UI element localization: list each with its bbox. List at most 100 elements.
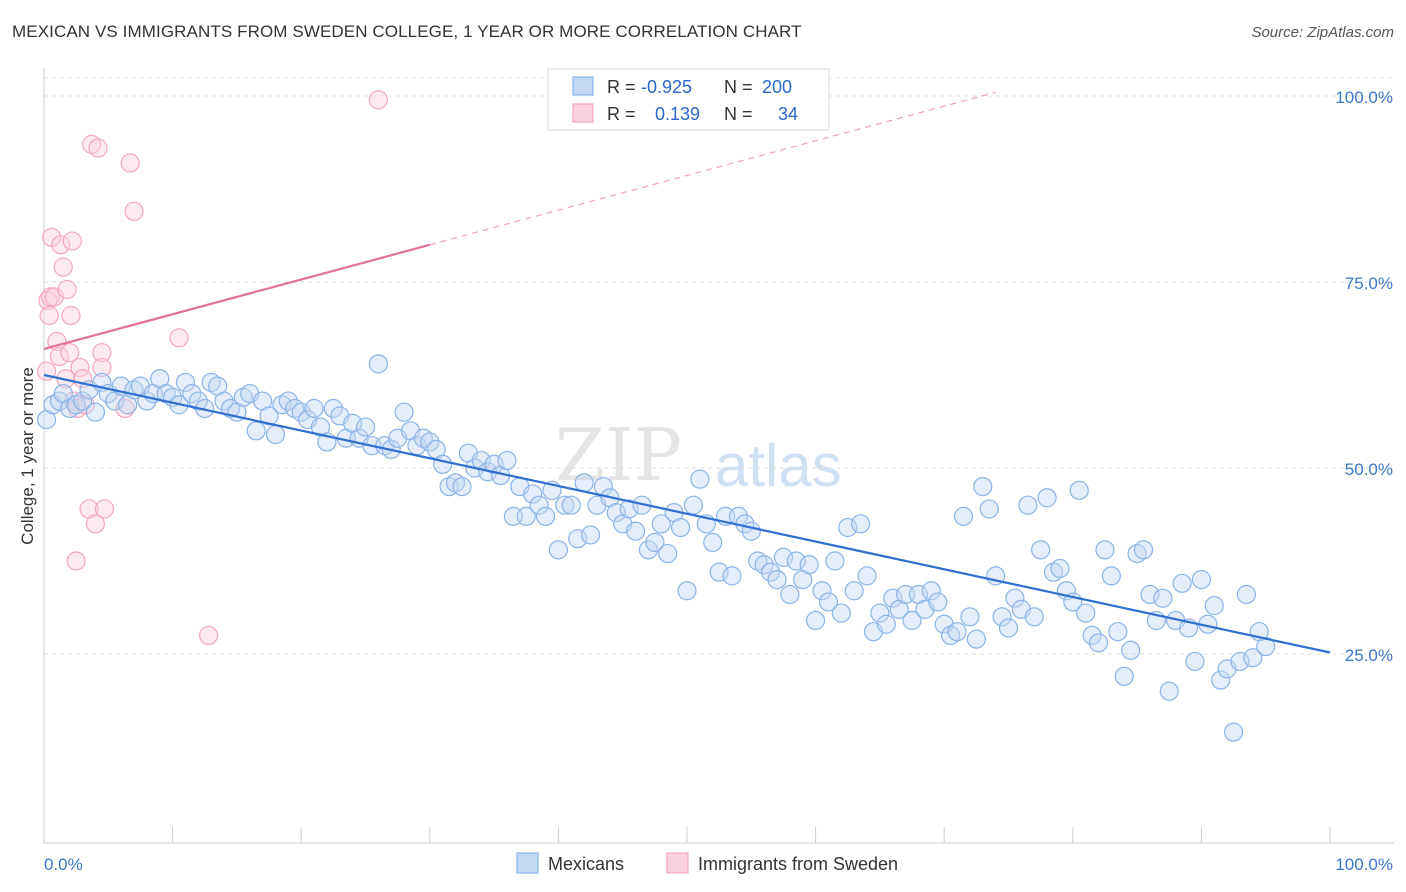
point-s0-52 — [368, 354, 388, 374]
axes — [43, 68, 1394, 844]
point-s0-35 — [259, 406, 279, 426]
point-s1-27 — [94, 499, 115, 519]
x-tick-label-0: 0.0% — [44, 855, 83, 874]
point-s0-80 — [548, 540, 569, 560]
point-s0-78 — [535, 506, 556, 526]
legend-r-value-2: 0.139 — [655, 104, 700, 124]
point-s0-132 — [883, 588, 903, 608]
point-s0-121 — [812, 581, 832, 601]
point-s0-123 — [825, 551, 845, 571]
y-tick-label-1: 75.0% — [1345, 274, 1393, 293]
point-s0-62 — [433, 454, 453, 474]
x-tick-labels: 0.0% 100.0% — [44, 855, 1393, 874]
point-s0-95 — [645, 532, 665, 553]
point-s1-29 — [120, 153, 140, 173]
mexican-points — [36, 354, 1276, 742]
y-tick-label-3: 25.0% — [1345, 646, 1393, 665]
point-s1-32 — [199, 625, 219, 646]
point-s0-92 — [625, 521, 646, 541]
point-s0-115 — [773, 547, 794, 567]
point-s1-18 — [70, 357, 90, 378]
point-s0-166 — [1101, 566, 1121, 586]
point-s0-81 — [555, 495, 575, 515]
point-s0-99 — [670, 517, 691, 538]
point-s0-76 — [523, 484, 543, 504]
point-s0-180 — [1191, 569, 1212, 590]
point-s0-158 — [1050, 558, 1070, 579]
point-s0-120 — [805, 610, 826, 631]
legend-n-value-1: 200 — [762, 77, 792, 97]
point-s0-139 — [928, 592, 948, 612]
point-s0-186 — [1230, 651, 1250, 672]
y-tick-labels: 100.0% 75.0% 50.0% 25.0% — [1335, 88, 1393, 665]
point-s0-188 — [1243, 648, 1263, 668]
point-s1-9 — [53, 257, 73, 277]
point-s0-156 — [1037, 488, 1057, 508]
point-s0-162 — [1076, 603, 1096, 623]
legend-n-value-2: 34 — [778, 104, 798, 124]
point-s0-142 — [947, 622, 967, 642]
point-s0-110 — [741, 521, 761, 541]
point-s0-94 — [638, 540, 659, 560]
point-s0-168 — [1114, 666, 1134, 686]
point-s0-8 — [85, 402, 106, 422]
point-s1-16 — [66, 551, 86, 571]
chart-title: MEXICAN VS IMMIGRANTS FROM SWEDEN COLLEG… — [12, 22, 802, 41]
point-s0-83 — [568, 529, 588, 549]
point-s0-45 — [323, 398, 343, 419]
point-s0-169 — [1121, 640, 1141, 660]
point-s1-8 — [51, 235, 71, 255]
point-s0-147 — [979, 499, 999, 519]
point-s0-117 — [786, 551, 806, 571]
legend-r-label-1: R = — [607, 77, 636, 97]
legend-n-label-1: N = — [724, 77, 753, 97]
point-s1-23 — [85, 514, 106, 534]
series-legend: Mexicans Immigrants from Sweden — [516, 852, 898, 874]
point-s0-77 — [529, 495, 549, 515]
correlation-legend: R = -0.925 N = 200 R = 0.139 N = 34 — [547, 68, 830, 131]
point-s0-104 — [703, 532, 723, 553]
point-s1-25 — [92, 343, 112, 363]
point-s0-182 — [1204, 596, 1224, 616]
trend-lines — [43, 91, 1331, 654]
legend-swatch-mexicans — [572, 76, 594, 96]
point-s0-102 — [690, 469, 710, 489]
watermark-atlas: atlas — [715, 432, 842, 499]
bottom-legend-swatch-mexicans — [516, 852, 539, 874]
point-s0-145 — [966, 629, 986, 649]
point-s0-177 — [1172, 573, 1192, 593]
point-s0-131 — [876, 614, 896, 634]
point-s0-38 — [278, 391, 298, 411]
point-s0-65 — [452, 477, 472, 497]
point-s0-149 — [992, 607, 1012, 627]
legend-n-label-2: N = — [724, 104, 753, 124]
bottom-legend-label-sweden: Immigrants from Sweden — [698, 854, 898, 874]
point-s0-82 — [561, 495, 581, 515]
point-s0-40 — [291, 402, 311, 422]
point-s0-85 — [580, 525, 601, 545]
point-s0-36 — [265, 424, 286, 445]
y-tick-label-2: 50.0% — [1345, 460, 1393, 479]
point-s0-144 — [960, 607, 980, 627]
point-s0-56 — [394, 402, 414, 422]
point-s0-125 — [838, 517, 858, 538]
point-s0-174 — [1153, 588, 1173, 608]
point-s1-13 — [61, 305, 81, 326]
point-s1-2 — [39, 305, 59, 326]
point-s0-33 — [246, 421, 266, 441]
sweden-points — [36, 90, 388, 646]
point-s1-11 — [57, 279, 77, 300]
point-s0-105 — [709, 562, 729, 582]
legend-r-label-2: R = — [607, 104, 636, 124]
point-s0-143 — [953, 506, 974, 526]
point-s0-113 — [760, 562, 781, 582]
point-s1-30 — [124, 201, 144, 221]
point-s1-31 — [169, 328, 189, 348]
point-s1-12 — [60, 343, 80, 363]
point-s0-146 — [973, 477, 993, 497]
point-s0-119 — [799, 555, 819, 575]
point-s0-23 — [182, 384, 202, 404]
point-s0-153 — [1018, 495, 1038, 515]
point-s0-165 — [1095, 540, 1115, 560]
